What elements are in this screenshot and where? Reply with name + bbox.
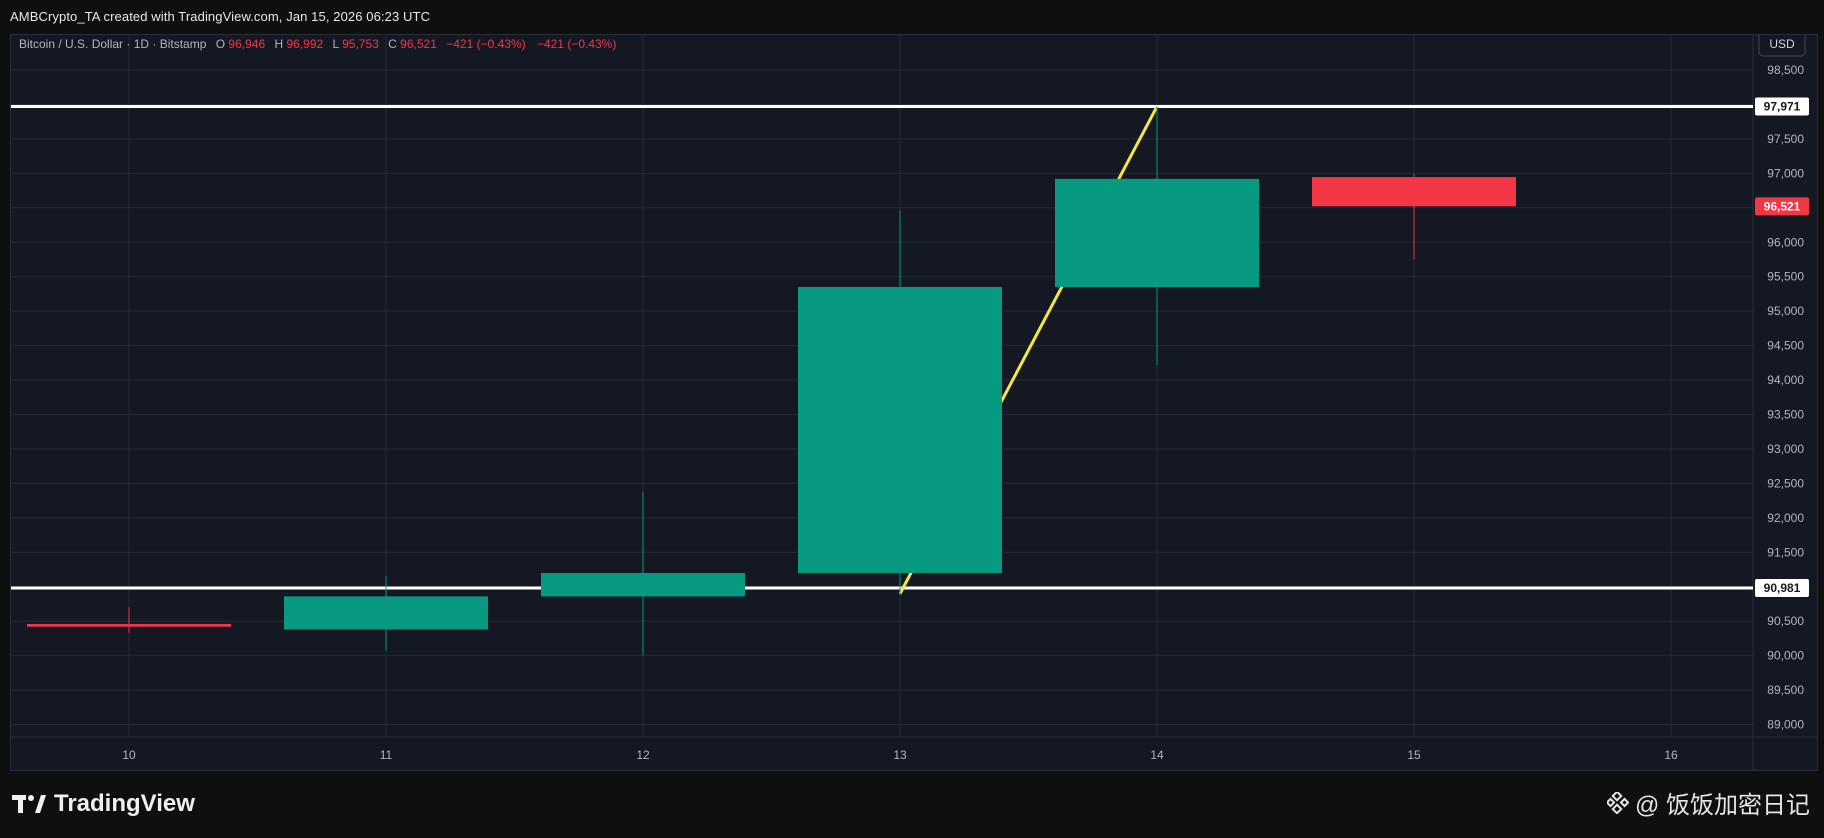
- time-tick-label: 12: [636, 748, 650, 762]
- chart-panel[interactable]: 89,00089,50090,00090,50091,00091,50092,0…: [10, 34, 1818, 771]
- price-tick-label: 90,000: [1767, 649, 1804, 663]
- price-tick-label: 93,000: [1767, 442, 1804, 456]
- legend-low-label: L: [333, 37, 340, 51]
- legend-change-percent: −421 (−0.43%): [537, 37, 616, 51]
- price-tick-label: 89,500: [1767, 683, 1804, 697]
- level-label: 90,981: [1764, 581, 1801, 595]
- legend-high-value: 96,992: [286, 37, 323, 51]
- legend-change: −421 (−0.43%): [446, 37, 525, 51]
- level-label-bg: [1755, 97, 1809, 116]
- currency-label: USD: [1769, 37, 1795, 51]
- candle-body: [27, 623, 231, 627]
- level-label-bg: [1755, 579, 1809, 598]
- price-tick-label: 97,000: [1767, 166, 1804, 180]
- candle-body: [1055, 178, 1259, 288]
- price-tick-label: 95,000: [1767, 304, 1804, 318]
- candle-body: [1312, 177, 1516, 207]
- candles: [27, 106, 1516, 656]
- price-tick-label: 94,500: [1767, 339, 1804, 353]
- price-tick-label: 89,000: [1767, 718, 1804, 732]
- price-tick-label: 98,500: [1767, 63, 1804, 77]
- legend-close-label: C: [388, 37, 397, 51]
- currency-button[interactable]: USD: [1758, 35, 1806, 57]
- horizontal-levels: [11, 104, 1753, 590]
- price-tick-label: 96,000: [1767, 235, 1804, 249]
- watermark-text: @ 饭饭加密日记: [1634, 792, 1810, 819]
- watermark: @ 饭饭加密日记: [1606, 785, 1810, 820]
- time-tick-label: 13: [893, 748, 907, 762]
- legend-low-value: 95,753: [342, 37, 379, 51]
- time-tick-label: 14: [1150, 748, 1164, 762]
- price-tick-label: 90,500: [1767, 614, 1804, 628]
- time-tick-label: 16: [1664, 748, 1678, 762]
- svg-text:Bitcoin / U.S. Dollar · 1D · B: Bitcoin / U.S. Dollar · 1D · Bitstamp O …: [19, 37, 616, 51]
- legend-high-label: H: [274, 37, 283, 51]
- price-tick-label: 97,500: [1767, 132, 1804, 146]
- candle-body: [284, 596, 488, 630]
- candle-body: [541, 572, 745, 597]
- price-tick-label: 93,500: [1767, 408, 1804, 422]
- last-price-label-bg: [1755, 197, 1809, 216]
- candlestick-chart[interactable]: 89,00089,50090,00090,50091,00091,50092,0…: [11, 35, 1817, 770]
- time-tick-label: 11: [380, 748, 393, 762]
- chart-caption: AMBCrypto_TA created with TradingView.co…: [10, 9, 431, 24]
- price-tick-label: 92,000: [1767, 511, 1804, 525]
- tradingview-logo-icon: [12, 795, 46, 813]
- time-tick-label: 15: [1407, 748, 1421, 762]
- price-tick-label: 92,500: [1767, 476, 1804, 490]
- last-price-label: 96,521: [1764, 199, 1801, 213]
- price-tick-label: 95,500: [1767, 270, 1804, 284]
- legend-open-value: 96,946: [228, 37, 265, 51]
- level-label: 97,971: [1764, 99, 1801, 113]
- price-tick-label: 91,500: [1767, 545, 1804, 559]
- price-tick-label: 94,000: [1767, 373, 1804, 387]
- legend-close-value: 96,521: [400, 37, 437, 51]
- time-axis: 10 11 12 13 14 15 16: [122, 748, 1678, 762]
- tradingview-logo: TradingView: [12, 790, 195, 818]
- candle-body: [798, 287, 1002, 573]
- diamond-icon: [1606, 791, 1629, 814]
- time-tick-label: 10: [122, 748, 136, 762]
- brand-name: TradingView: [54, 790, 195, 817]
- price-axis: 89,00089,50090,00090,50091,00091,50092,0…: [1755, 63, 1809, 732]
- legend-symbol: Bitcoin / U.S. Dollar · 1D · Bitstamp: [19, 37, 207, 51]
- legend-open-label: O: [216, 37, 225, 51]
